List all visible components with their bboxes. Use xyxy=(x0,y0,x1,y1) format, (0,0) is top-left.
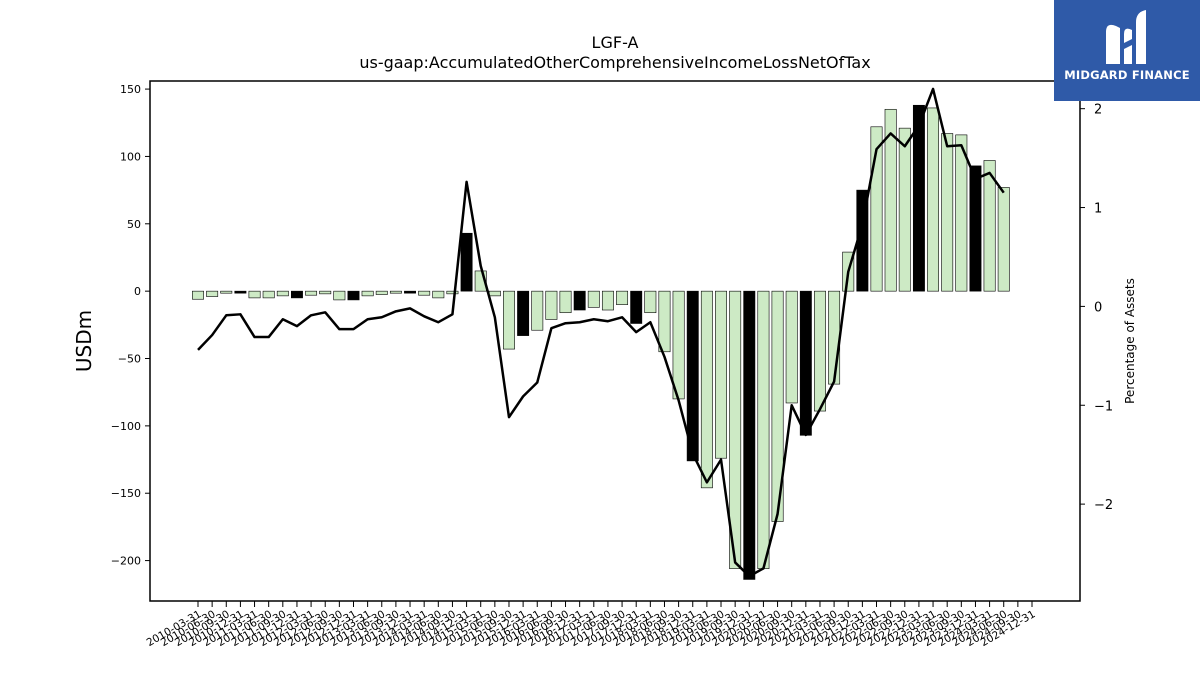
bar xyxy=(559,290,572,314)
bar xyxy=(305,290,318,296)
brand-logo-text: MIDGARD FINANCE xyxy=(1064,68,1190,82)
y-tick-label: 100 xyxy=(120,150,141,163)
y-tick-label: −150 xyxy=(111,487,141,500)
x-axis: 2010-03-312010-06-302010-09-302010-12-31… xyxy=(145,601,1038,649)
bar xyxy=(290,290,303,299)
y-tick-label: −100 xyxy=(111,420,141,433)
bar xyxy=(503,290,515,350)
bar xyxy=(785,290,798,404)
bar xyxy=(446,290,459,295)
bar xyxy=(743,290,756,580)
y-axis-left: −200 −150 −100 −50 0 50 100 150 xyxy=(111,83,150,568)
bar xyxy=(573,290,586,311)
bar xyxy=(517,290,530,336)
bar xyxy=(814,290,826,412)
bar xyxy=(630,290,643,324)
bar xyxy=(955,134,968,292)
bar xyxy=(432,290,445,299)
bar xyxy=(941,133,954,292)
bar xyxy=(404,290,416,294)
bar xyxy=(983,160,996,292)
bar xyxy=(333,290,346,301)
y-tick-label: −50 xyxy=(118,353,141,366)
y2-tick-label: 2 xyxy=(1094,103,1102,118)
y-tick-label: 0 xyxy=(134,285,141,298)
bar xyxy=(474,270,487,292)
bar xyxy=(248,290,261,299)
bar xyxy=(234,290,247,294)
bar xyxy=(997,187,1010,292)
bar xyxy=(531,290,544,331)
bar xyxy=(729,290,742,569)
bar xyxy=(912,104,925,292)
bar xyxy=(460,232,473,292)
bar xyxy=(616,290,629,305)
plot-frame xyxy=(149,80,1081,602)
bar xyxy=(927,107,940,292)
bar xyxy=(799,290,812,436)
bar xyxy=(418,290,431,296)
bar xyxy=(658,290,671,353)
bar xyxy=(757,290,770,569)
bar xyxy=(361,290,374,297)
y-axis-label: USDm xyxy=(72,310,96,372)
bar xyxy=(644,290,657,314)
bar-layer xyxy=(192,104,1010,580)
bar xyxy=(220,290,233,294)
brand-logo: MIDGARD FINANCE xyxy=(1054,0,1200,101)
bar xyxy=(672,290,685,400)
line-layer xyxy=(197,87,1005,578)
bar xyxy=(870,126,883,292)
chart-subtitle: us-gaap:AccumulatedOtherComprehensiveInc… xyxy=(359,53,870,72)
bar xyxy=(686,290,699,462)
y-tick-label: 50 xyxy=(127,218,141,231)
bar xyxy=(262,290,275,299)
bar xyxy=(898,127,911,292)
y2-tick-label: −1 xyxy=(1094,399,1113,414)
bar xyxy=(601,290,614,311)
bar xyxy=(389,290,402,294)
y2-tick-label: 1 xyxy=(1094,202,1102,217)
bar xyxy=(488,290,501,297)
y-tick-label: −200 xyxy=(111,555,141,568)
y2-tick-label: 0 xyxy=(1094,300,1102,315)
series-line xyxy=(197,87,1005,578)
bar xyxy=(828,290,841,385)
bar xyxy=(192,290,204,300)
bar xyxy=(969,165,982,292)
bar xyxy=(206,290,219,297)
bar xyxy=(700,290,713,489)
bar xyxy=(587,290,600,308)
y-axis-right: −2 −1 0 1 2 xyxy=(1080,103,1113,513)
bar xyxy=(545,290,558,320)
chart-title: LGF-A xyxy=(592,33,639,52)
bar xyxy=(319,290,332,295)
bar xyxy=(375,290,388,295)
brand-logo-mark-icon xyxy=(1106,10,1146,65)
bar xyxy=(715,290,727,459)
bar xyxy=(276,290,289,297)
y2-tick-label: −2 xyxy=(1094,498,1113,513)
y-tick-label: 150 xyxy=(120,83,141,96)
bar xyxy=(347,290,360,301)
bar xyxy=(771,290,784,522)
bar xyxy=(884,108,897,292)
y2-axis-label: Percentage of Assets xyxy=(1123,278,1137,404)
